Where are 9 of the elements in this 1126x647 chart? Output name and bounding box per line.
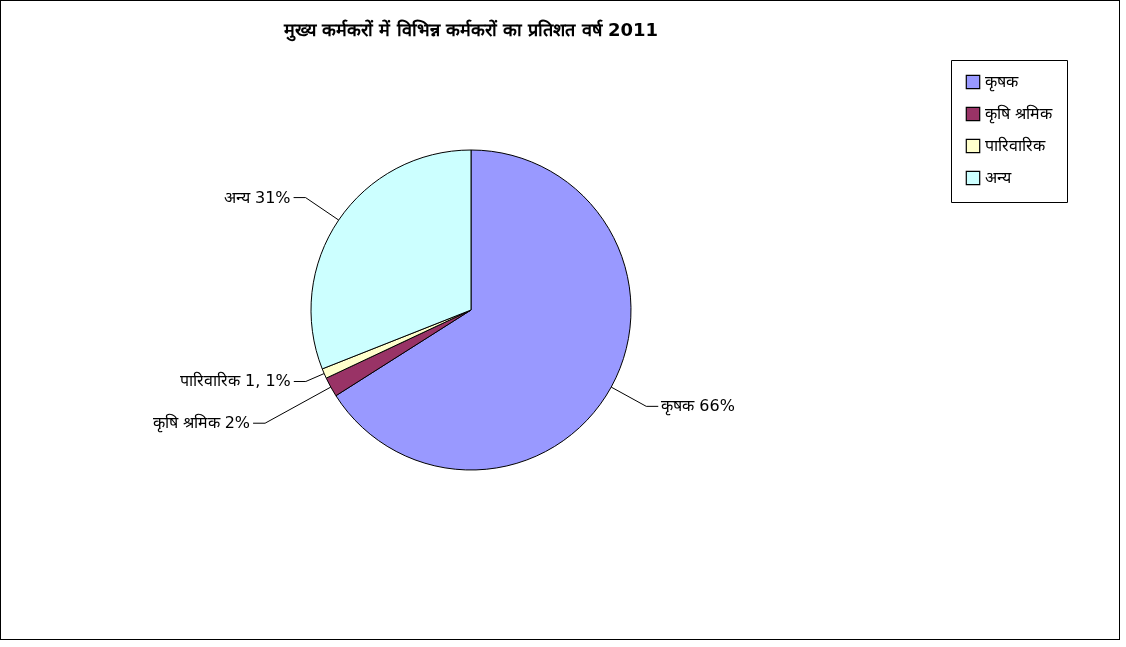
legend-label: कृषि श्रमिक (985, 104, 1054, 124)
chart-title: मुख्य कर्मकरों में विभिन्न कर्मकरों का प्रतिशत वर्ष 2011 (282, 18, 659, 42)
data-label: अन्य 31% (223, 187, 291, 207)
legend-label: अन्य (985, 168, 1012, 187)
data-label: कृषक 66% (661, 396, 735, 417)
legend-label: कृषक (985, 72, 1019, 92)
data-label: कृषि श्रमिक 2% (152, 413, 251, 434)
data-label: पारिवारिक 1, 1% (179, 371, 291, 391)
legend-label: पारिवारिक (985, 136, 1046, 155)
